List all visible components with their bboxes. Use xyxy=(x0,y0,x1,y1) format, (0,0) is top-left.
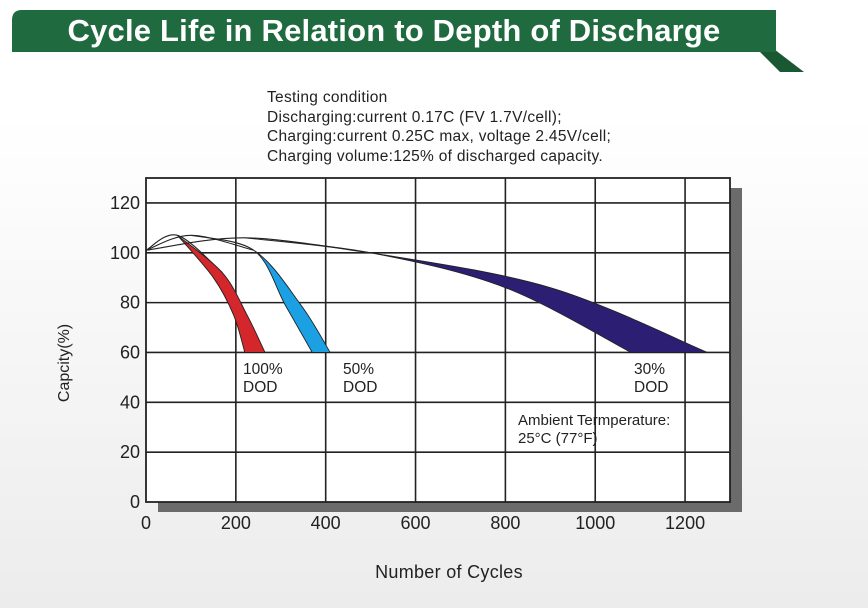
title-banner-shape xyxy=(12,10,776,52)
series-label-0-line-1: DOD xyxy=(243,379,277,396)
y-tick-label: 120 xyxy=(110,193,140,213)
y-tick-label: 40 xyxy=(120,392,140,412)
y-axis-label: Capcity(%) xyxy=(56,324,73,402)
x-tick-label: 0 xyxy=(141,513,151,533)
y-tick-label: 80 xyxy=(120,293,140,313)
series-label-0-line-0: 100% xyxy=(243,361,283,378)
testing-condition-line-volume: Charging volume:125% of discharged capac… xyxy=(267,147,604,165)
series-band-30-dod xyxy=(244,237,708,353)
series-band-50-dod xyxy=(190,234,331,353)
y-tick-label: 100 xyxy=(110,243,140,263)
series-label-1-line-1: DOD xyxy=(343,379,377,396)
x-tick-label: 400 xyxy=(311,513,341,533)
x-tick-label: 1200 xyxy=(665,513,705,533)
x-tick-label: 800 xyxy=(490,513,520,533)
series-label-2-line-0: 30% xyxy=(634,361,665,378)
testing-condition-line-charging: Charging:current 0.25C max, voltage 2.45… xyxy=(267,128,612,145)
x-tick-label: 200 xyxy=(221,513,251,533)
title-banner xyxy=(12,10,804,72)
annotation-0-line-0: Ambient Termperature: xyxy=(518,412,670,429)
x-tick-label: 1000 xyxy=(575,513,615,533)
y-tick-label: 0 xyxy=(130,492,140,512)
x-axis-label: Number of Cycles xyxy=(375,562,523,582)
testing-condition-line-discharging: Discharging:current 0.17C (FV 1.7V/cell)… xyxy=(267,108,562,126)
annotation-0-line-1: 25°C (77°F) xyxy=(518,430,598,447)
plot-border xyxy=(145,177,731,503)
series-label-2-line-1: DOD xyxy=(634,379,668,396)
series-label-1-line-0: 50% xyxy=(343,361,374,378)
testing-condition-block: Testing condition Discharging:current 0.… xyxy=(267,88,611,166)
testing-condition-heading: Testing condition xyxy=(267,89,388,106)
series-band-100-dod xyxy=(177,234,266,353)
title-banner-shadow xyxy=(760,46,804,72)
y-tick-label: 60 xyxy=(120,342,140,362)
chart-title: Cycle Life in Relation to Depth of Disch… xyxy=(67,13,721,48)
x-tick-label: 600 xyxy=(401,513,431,533)
y-tick-label: 20 xyxy=(120,442,140,462)
